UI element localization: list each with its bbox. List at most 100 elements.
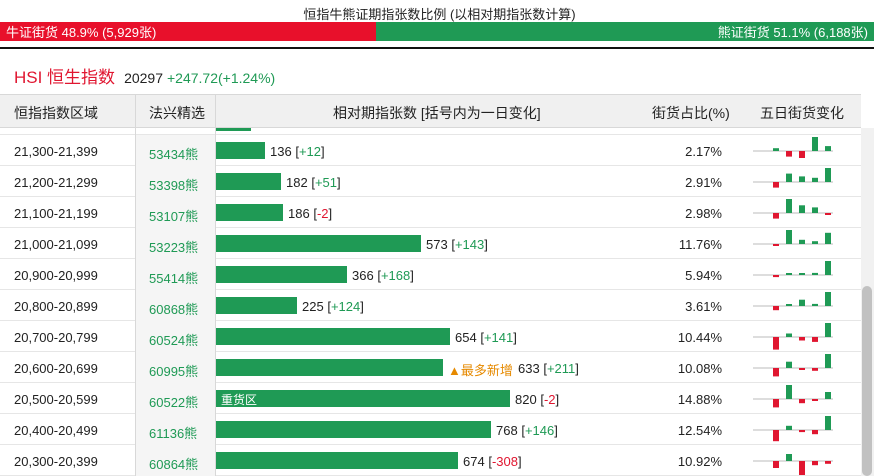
warrant-code-link[interactable]: 53223熊 [149,240,199,255]
daily-change: +146 [524,423,555,438]
warrant-code-link[interactable]: 55414熊 [149,271,199,286]
contracts-bar [216,173,281,190]
five-day-bar [773,430,779,442]
five-day-bar [773,182,779,188]
count-value: 633 [518,361,540,376]
five-day-bar [812,207,818,213]
index-header: HSI 恒生指数 20297 +247.72(+1.24%) [14,63,275,88]
five-day-change-chart [753,354,833,377]
five-day-change-chart [753,168,833,188]
heavy-zone-badge: 重货区 [221,393,258,407]
table-row[interactable]: 20,400-20,499 61136熊 768 [+146] 12.54% [0,414,861,445]
five-day-bar [812,137,818,151]
count-value: 136 [270,144,292,159]
contracts-bar [216,266,347,283]
code-cell [136,414,216,445]
five-day-bar [812,430,818,435]
header-share: 街货占比(%) [652,105,730,121]
warrant-code-link[interactable]: 60522熊 [149,395,199,410]
count-value: 182 [286,175,308,190]
five-day-bar [786,273,792,275]
daily-change: +124 [330,299,361,314]
daily-change: -2 [543,392,556,407]
table-row-partial [0,128,861,135]
five-day-bar [812,303,818,306]
five-day-bar [786,361,792,368]
share-cell: 11.76% [678,237,722,252]
contracts-count: 366 [+168] [352,268,414,283]
code-cell [136,321,216,352]
contracts-bar [216,452,458,469]
five-day-bar [812,399,818,401]
table-row[interactable]: 20,600-20,699 60995熊 ▲最多新增 633 [+211] 10.08% [0,352,861,383]
table-row[interactable]: 21,100-21,199 53107熊 186 [-2] 2.98% [0,197,861,228]
five-day-bar [799,151,805,158]
share-cell: 10.08% [677,361,722,376]
share-cell: 14.88% [677,392,722,407]
share-cell: 10.92% [677,454,722,469]
five-day-bar [812,337,818,342]
code-cell [136,352,216,383]
share-cell: 3.61% [685,299,722,314]
contracts-count: 573 [+143] [426,237,488,252]
five-day-bar [812,272,818,275]
index-name[interactable]: HSI 恒生指数 [14,68,116,87]
five-day-bar [799,205,805,213]
warrant-code-link[interactable]: 60864熊 [149,457,199,472]
warrant-code-link[interactable]: 53107熊 [149,209,199,224]
five-day-bar [786,454,792,461]
header-five-day: 五日街货变化 [760,105,844,121]
five-day-bar [825,261,831,275]
five-day-bar [825,392,831,399]
contracts-bar [216,235,421,252]
warrant-code-link[interactable]: 53434熊 [149,147,199,162]
five-day-change-chart [753,454,833,475]
five-day-bar [786,425,792,430]
scrollbar-thumb[interactable] [862,286,872,476]
five-day-bar [773,337,779,350]
warrant-code-link[interactable]: 60524熊 [149,333,199,348]
five-day-bar [799,368,805,370]
daily-change: +168 [380,268,411,283]
share-cell: 2.17% [685,144,722,159]
range-cell: 21,300-21,399 [14,144,98,159]
warrant-code-link[interactable]: 61136熊 [149,426,198,441]
range-cell: 21,000-21,099 [14,237,98,252]
table-row[interactable]: 20,500-20,599 60522熊 重货区 820 [-2] 14.88% [0,383,861,414]
table-row[interactable]: 21,300-21,399 53434熊 136 [+12] 2.17% [0,135,861,166]
five-day-bar [799,430,805,433]
range-cell: 21,200-21,299 [14,175,98,190]
code-cell [136,290,216,321]
daily-change: -308 [491,454,518,469]
range-cell: 20,700-20,799 [14,330,98,345]
table-row[interactable]: 20,800-20,899 60868熊 225 [+124] 3.61% [0,290,861,321]
index-change: +247.72(+1.24%) [167,70,276,86]
contracts-count: 674 [-308] [463,454,522,469]
warrant-code-link[interactable]: 53398熊 [149,178,199,193]
five-day-change-chart [753,230,833,246]
contracts-bar: 重货区 [216,390,510,407]
contracts-bar [216,328,450,345]
table-row[interactable]: 20,300-20,399 60864熊 674 [-308] 10.92% [0,445,861,476]
warrant-code-link[interactable]: 60868熊 [149,302,199,317]
daily-change: +141 [483,330,514,345]
five-day-bar [799,461,805,475]
contracts-count: 225 [+124] [302,299,364,314]
warrant-code-link[interactable]: 60995熊 [149,364,199,379]
range-cell: 20,600-20,699 [14,361,98,376]
table-row[interactable]: 20,700-20,799 60524熊 654 [+141] 10.44% [0,321,861,352]
code-cell [136,166,216,197]
share-cell: 12.54% [677,423,722,438]
index-value: 20297 [124,70,163,86]
five-day-bar [786,199,792,213]
five-day-change-chart [753,261,833,278]
five-day-change-chart [753,323,833,350]
count-value: 186 [288,206,310,221]
contracts-bar [216,204,283,221]
table-row[interactable]: 21,000-21,099 53223熊 573 [+143] 11.76% [0,228,861,259]
five-day-bar [773,368,779,377]
contracts-count: 136 [+12] [270,144,325,159]
count-value: 654 [455,330,477,345]
table-row[interactable]: 20,900-20,999 55414熊 366 [+168] 5.94% [0,259,861,290]
table-row[interactable]: 21,200-21,299 53398熊 182 [+51] 2.91% [0,166,861,197]
